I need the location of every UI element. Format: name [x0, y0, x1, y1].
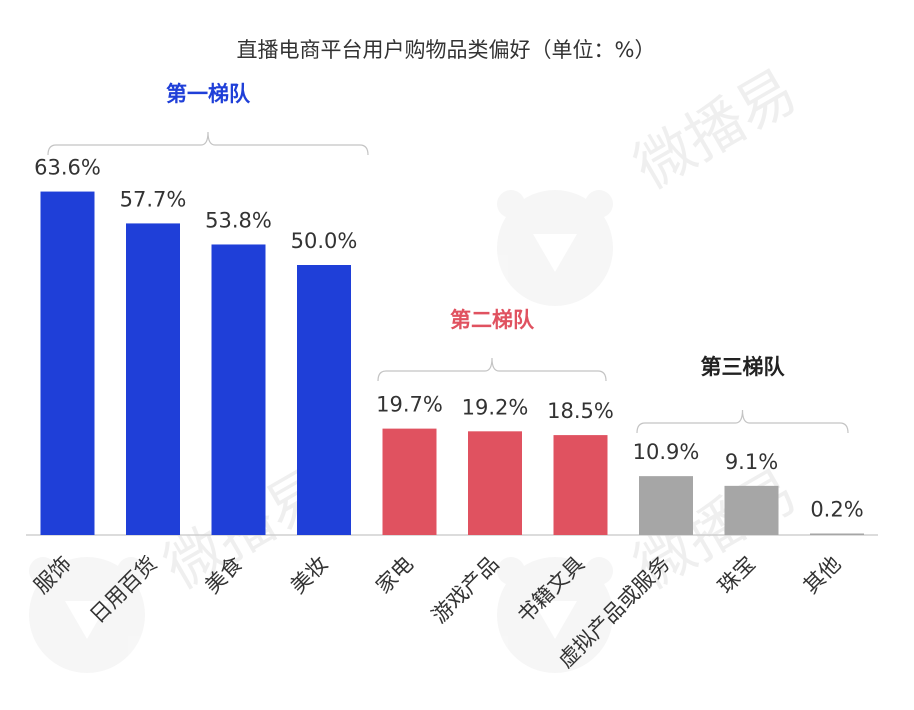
bar-7 [639, 476, 693, 535]
bar-2 [211, 244, 266, 536]
tier-brace-0 [47, 131, 369, 156]
watermark-logo-2 [497, 557, 613, 673]
watermark-logo-0 [497, 190, 613, 306]
tier-brace-2 [636, 409, 849, 434]
watermark-logo-1 [29, 557, 145, 673]
category-label-4: 家电 [371, 552, 418, 599]
value-label-5: 19.2% [462, 395, 529, 419]
value-label-1: 57.7% [120, 187, 187, 211]
bars-group [40, 191, 864, 536]
watermark-text: 微播易 [623, 56, 808, 202]
value-label-7: 10.9% [633, 440, 700, 464]
value-label-2: 53.8% [205, 208, 272, 232]
value-label-4: 19.7% [376, 393, 443, 417]
chart-title: 直播电商平台用户购物品类偏好（单位：%） [237, 38, 656, 62]
bar-6 [553, 435, 608, 535]
bar-9 [810, 533, 864, 535]
category-label-3: 美妆 [286, 552, 333, 599]
value-label-8: 9.1% [725, 450, 778, 474]
value-label-0: 63.6% [34, 156, 101, 180]
value-label-6: 18.5% [547, 399, 614, 423]
tier-label-0: 第一梯队 [166, 82, 251, 106]
bar-1 [126, 223, 180, 536]
bar-0 [40, 191, 95, 535]
category-label-5: 游戏产品 [427, 552, 503, 628]
value-labels-group: 63.6% 57.7% 53.8% 50.0% 19.7% 19.2% 18.5% 10.9%… [34, 156, 864, 522]
tier-label-2: 第三梯队 [701, 355, 786, 379]
bar-5 [468, 431, 522, 535]
value-label-9: 0.2% [810, 498, 863, 522]
tier-brace-1 [377, 357, 607, 382]
category-label-9: 其他 [799, 552, 846, 599]
bar-8 [724, 485, 779, 535]
bar-4 [382, 428, 437, 535]
bar-3 [297, 265, 351, 535]
value-label-3: 50.0% [291, 229, 358, 253]
tier-label-1: 第二梯队 [450, 308, 535, 332]
